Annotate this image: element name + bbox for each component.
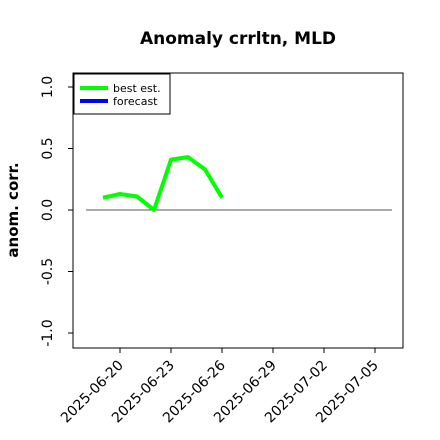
series-line-best-est-: [102, 155, 224, 212]
series-group: [102, 155, 224, 212]
y-ticks: -1.0 -0.5 0.0 0.5 1.0: [40, 76, 73, 347]
y-tick-label: 1.0: [40, 76, 56, 98]
legend-label-forecast: forecast: [113, 95, 158, 108]
legend: best est. forecast: [73, 73, 171, 115]
chart-title: Anomaly crrltn, MLD: [140, 29, 336, 49]
x-ticks: 2025-06-202025-06-232025-06-262025-06-29…: [58, 348, 382, 426]
y-tick-label: 0.5: [40, 137, 56, 159]
legend-label-best-est: best est.: [113, 82, 161, 95]
y-tick-label: -0.5: [40, 258, 56, 285]
y-tick-label: -1.0: [40, 319, 56, 346]
legend-box: [73, 73, 171, 115]
y-tick-label: 0.0: [40, 199, 56, 221]
y-axis-label: anom. corr.: [4, 162, 22, 257]
